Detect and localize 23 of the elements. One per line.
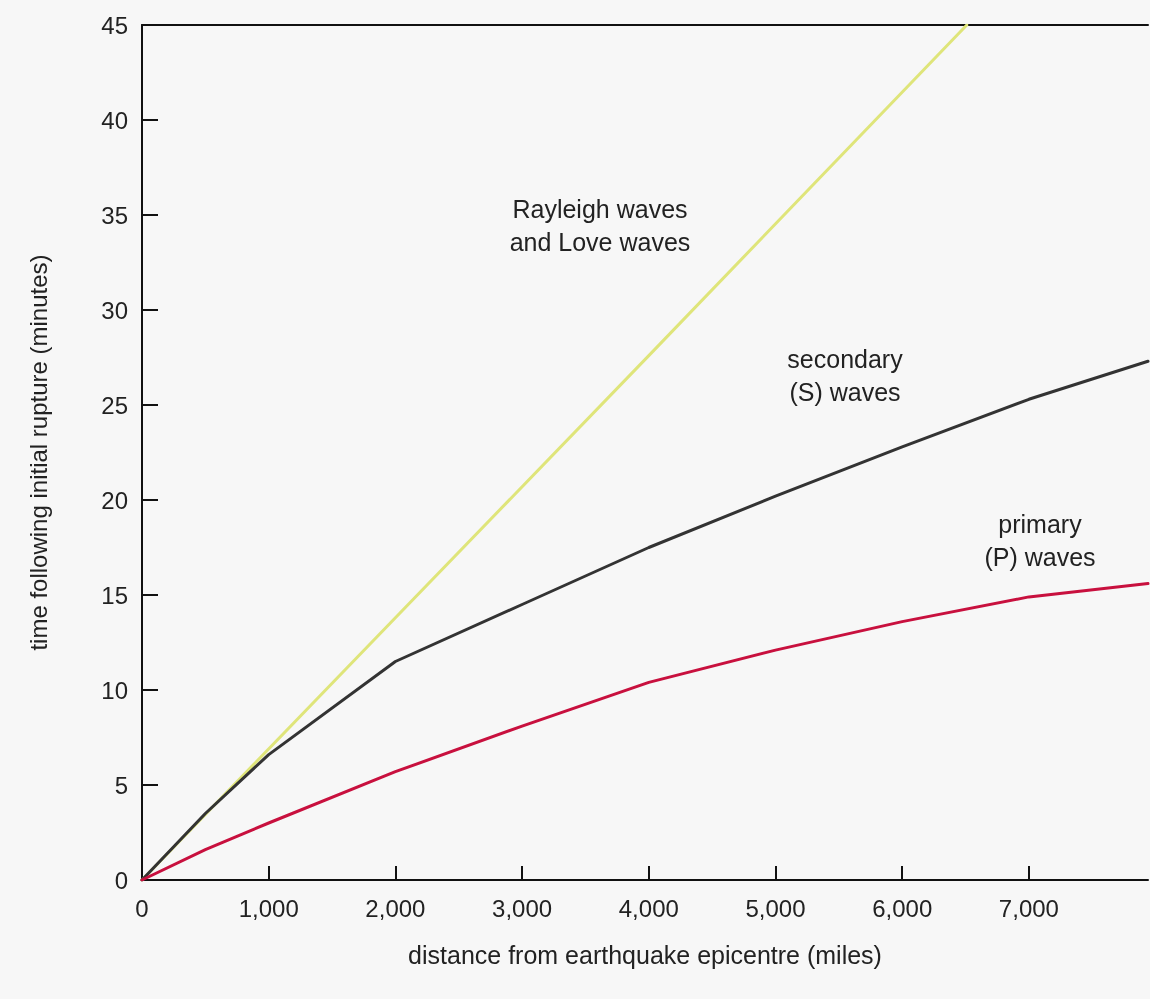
annotation: primary (P) waves (984, 509, 1096, 571)
x-tick-label: 1,000 (238, 894, 299, 922)
y-tick-label: 10 (101, 676, 128, 704)
x-axis-title: distance from earthquake epicentre (miles) (408, 940, 882, 969)
y-tick-label: 25 (101, 391, 128, 419)
y-tick-label: 35 (101, 201, 128, 229)
x-tick-label: 3,000 (492, 894, 553, 922)
y-tick-label: 20 (101, 486, 128, 514)
x-tick-label: 5,000 (745, 894, 806, 922)
annotation: Rayleigh waves and Love waves (509, 194, 691, 256)
y-axis-title: time following initial rupture (minutes) (24, 254, 52, 651)
y-tick-label: 45 (101, 11, 128, 39)
y-tick-label: 0 (114, 866, 128, 894)
x-tick-label: 2,000 (365, 894, 426, 922)
x-tick-label: 6,000 (872, 894, 933, 922)
x-tick-label: 4,000 (618, 894, 679, 922)
y-tick-label: 40 (101, 106, 128, 134)
annotation: secondary (S) waves (787, 344, 904, 406)
y-tick-label: 15 (101, 581, 128, 609)
x-tick-label: 7,000 (998, 894, 1059, 922)
y-tick-label: 5 (114, 771, 128, 799)
x-tick-label: 0 (135, 894, 149, 922)
y-tick-label: 30 (101, 296, 128, 324)
